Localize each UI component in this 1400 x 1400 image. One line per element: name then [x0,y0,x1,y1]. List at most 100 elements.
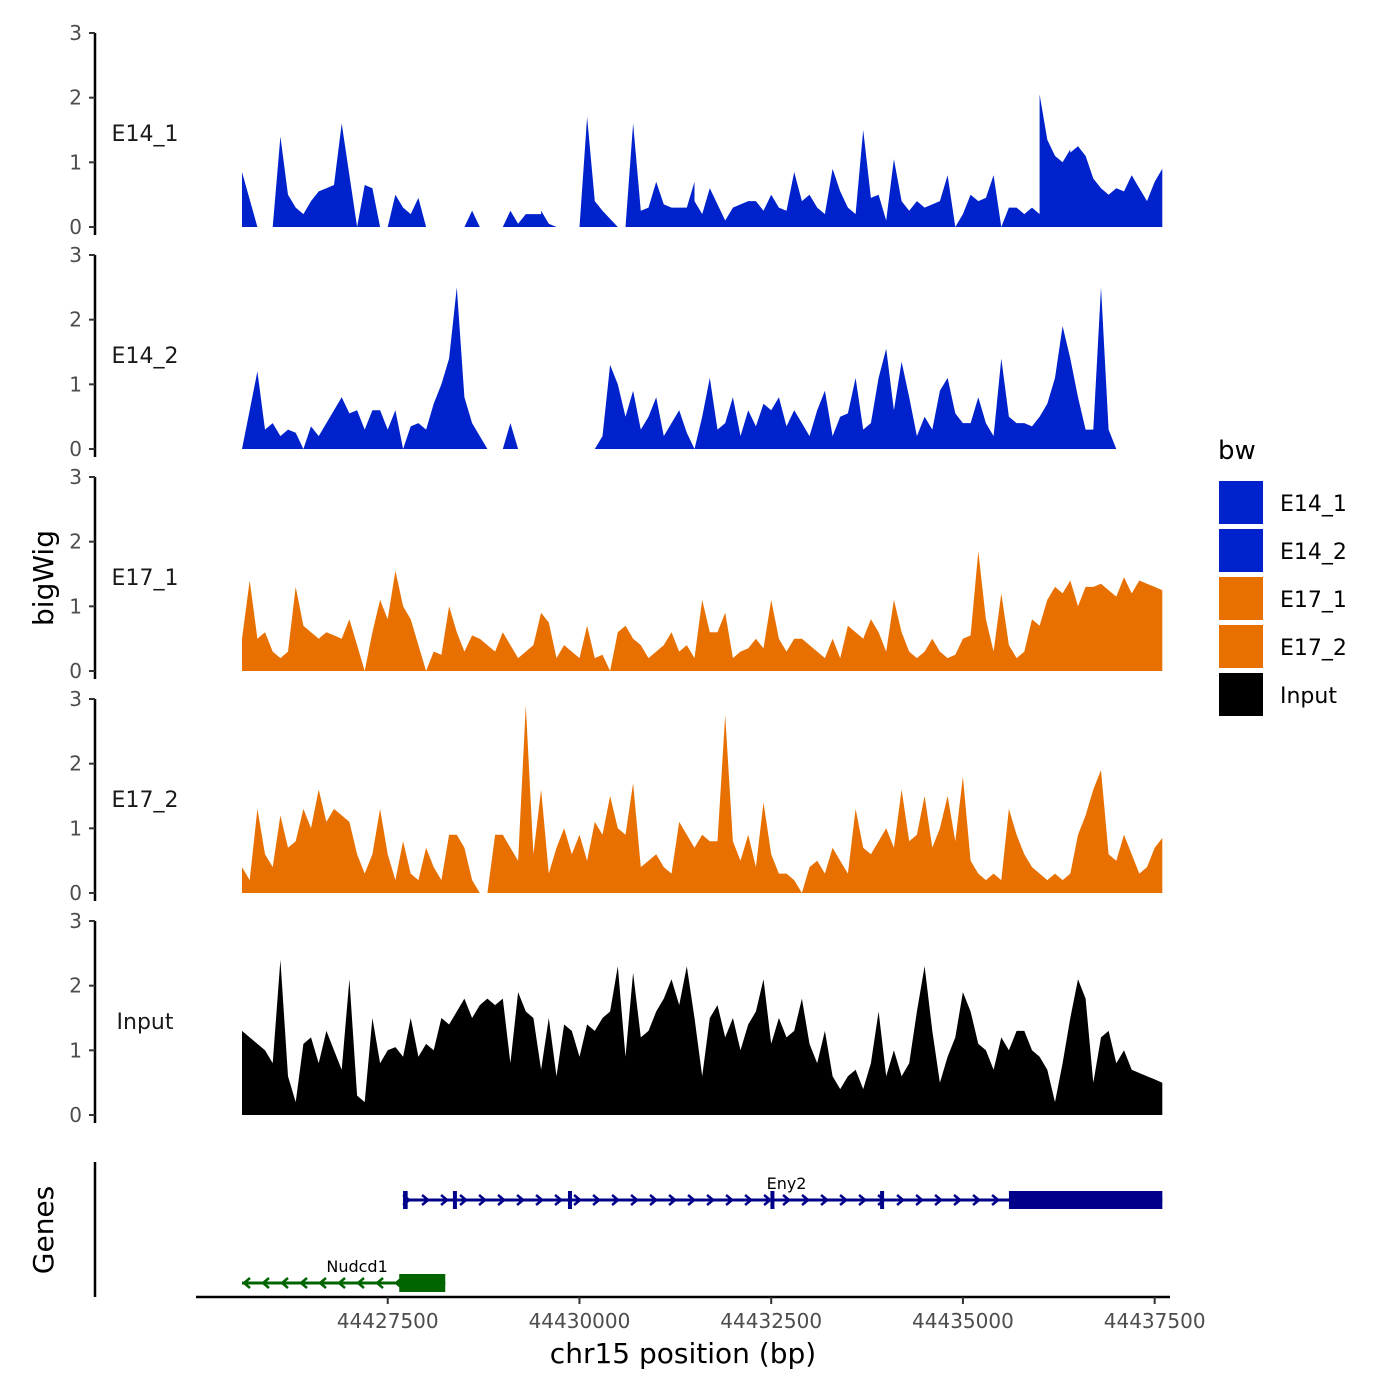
x-tick-label: 44437500 [1104,1309,1206,1333]
y-tick-label: 3 [69,465,82,489]
y-tick-label: 3 [69,21,82,45]
x-tick-label: 44432500 [720,1309,822,1333]
strand-chevron [820,1194,830,1206]
gene-exon [770,1191,775,1209]
x-tick-label: 44435000 [912,1309,1014,1333]
strand-chevron [337,1277,346,1289]
genes-axis-title: Genes [27,1186,60,1274]
strand-chevron [516,1194,526,1206]
track-E17_1: 0 1 2 3 E17_1 [69,465,1163,683]
track-E14_1: 0 1 2 3 E14_1 [69,21,1163,239]
strand-chevron [356,1277,365,1289]
track-E14_2: 0 1 2 3 E14_2 [69,243,1163,461]
signal-area-E17_1 [242,551,1163,671]
gene-exon [880,1191,885,1209]
y-tick-label: 1 [69,594,82,618]
y-tick-label: 2 [69,752,82,776]
legend-swatch-Input [1219,673,1263,716]
y-tick-label: 3 [69,687,82,711]
gene-exon [567,1191,572,1209]
y-tick-label: 0 [69,1103,82,1127]
signal-area-E17_2 [242,705,1163,893]
legend-swatch-E14_2 [1219,529,1263,572]
gene-exon [1008,1191,1163,1209]
legend-label-E17_1: E17_1 [1280,588,1347,613]
strand-chevron [763,1194,773,1206]
gene-exon [403,1191,408,1209]
x-tick-label: 44427500 [337,1309,439,1333]
track-label-E17_2: E17_2 [112,788,179,813]
strand-chevron [554,1194,564,1206]
strand-chevron [801,1194,811,1206]
strand-chevron [261,1277,270,1289]
strand-chevron [934,1194,944,1206]
y-tick-label: 2 [69,86,82,110]
y-tick-label: 0 [69,659,82,683]
y-tick-label: 0 [69,215,82,239]
y-tick-label: 1 [69,816,82,840]
y-tick-label: 1 [69,150,82,174]
y-tick-label: 2 [69,530,82,554]
y-tick-label: 1 [69,372,82,396]
strand-chevron [299,1277,308,1289]
strand-chevron [375,1277,384,1289]
strand-chevron [744,1194,754,1206]
gene-Eny2: Eny2 [402,1174,1163,1209]
strand-chevron [535,1194,545,1206]
y-tick-label: 1 [69,1038,82,1062]
strand-chevron [725,1194,735,1206]
legend-label-E14_2: E14_2 [1280,540,1347,565]
strand-chevron [440,1194,450,1206]
strand-chevron [649,1194,659,1206]
gene-label-Eny2: Eny2 [767,1174,807,1193]
strand-chevron [242,1277,251,1289]
strand-chevron [839,1194,849,1206]
strand-chevron [972,1194,982,1206]
signal-area-E14_1 [242,94,1163,228]
strand-chevron [318,1277,327,1289]
gene-exon [399,1274,446,1292]
x-axis-title: chr15 position (bp) [550,1337,816,1370]
legend-title: bw [1218,436,1256,466]
strand-chevron [896,1194,906,1206]
strand-chevron [953,1194,963,1206]
strand-chevron [611,1194,621,1206]
track-Input: 0 1 2 3 Input [69,909,1163,1127]
strand-chevron [858,1194,868,1206]
track-E17_2: 0 1 2 3 E17_2 [69,687,1163,905]
strand-chevron [592,1194,602,1206]
gene-label-Nudcd1: Nudcd1 [326,1257,387,1276]
strand-chevron [280,1277,289,1289]
genes-track: Eny2 Nudcd1 [93,1162,1163,1297]
y-tick-label: 3 [69,909,82,933]
legend-swatch-E17_1 [1219,577,1263,620]
strand-chevron [478,1194,488,1206]
legend-label-E17_2: E17_2 [1280,636,1347,661]
strand-chevron [706,1194,716,1206]
x-tick-label: 44430000 [529,1309,631,1333]
strand-chevron [687,1194,697,1206]
y-tick-label: 3 [69,243,82,267]
y-tick-label: 0 [69,881,82,905]
signal-area-E14_2 [242,287,1163,449]
track-label-E14_2: E14_2 [112,344,179,369]
bigwig-tracks: 0 1 2 3 E14_1 0 1 2 3 E14_2 0 1 2 3 E17_1 0 1 2 3 E17_2 0 1 2 3… [69,21,1163,1127]
y-tick-label: 2 [69,308,82,332]
track-label-Input: Input [117,1010,174,1035]
strand-chevron [459,1194,469,1206]
track-label-E14_1: E14_1 [112,122,179,147]
strand-chevron [991,1194,1001,1206]
strand-chevron [630,1194,640,1206]
strand-chevron [668,1194,678,1206]
legend-swatch-E14_1 [1219,481,1263,524]
legend-label-E14_1: E14_1 [1280,492,1347,517]
x-axis: 44427500 44430000 44432500 44435000 44437500 [196,1295,1206,1333]
signal-area-Input [242,959,1163,1115]
y-tick-label: 0 [69,437,82,461]
gene-Nudcd1: Nudcd1 [242,1257,446,1292]
strand-chevron [915,1194,925,1206]
strand-chevron [497,1194,507,1206]
track-label-E17_1: E17_1 [112,566,179,591]
legend-swatch-E17_2 [1219,625,1263,668]
